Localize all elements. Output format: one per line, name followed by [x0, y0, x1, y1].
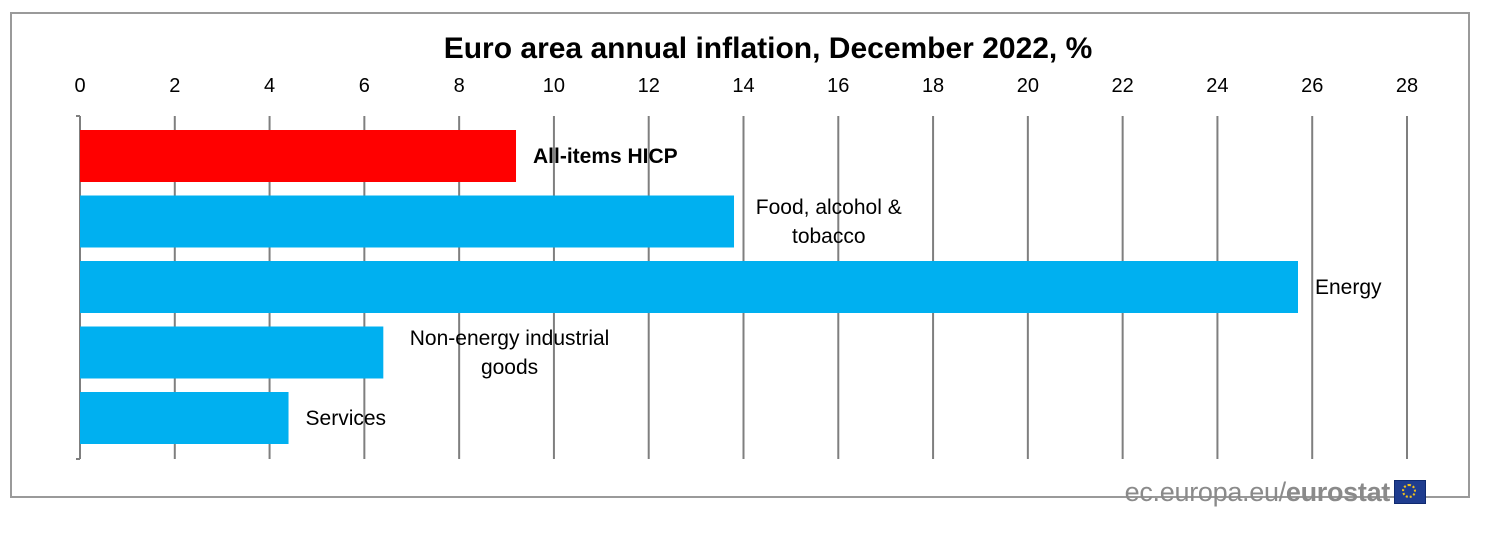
x-tick-label: 10: [543, 75, 565, 97]
x-tick-label: 2: [169, 75, 180, 97]
bars: [80, 130, 1298, 444]
x-tick-label: 28: [1396, 75, 1418, 97]
bar-labels: All-items HICP Food, alcohol & tobacco Ener…: [306, 145, 1383, 430]
source-url: ec.europa.eu/: [1124, 476, 1287, 507]
source-footer: ec.europa.eu/eurostat: [1125, 475, 1426, 509]
bar-label: Non-energy industrial: [410, 327, 610, 350]
x-tick-label: 6: [359, 75, 370, 97]
chart-title: Euro area annual inflation, December 202…: [444, 32, 1093, 65]
x-tick-label: 12: [638, 75, 660, 97]
bar-label: goods: [481, 356, 538, 379]
x-tick-label: 14: [732, 75, 754, 97]
eu-flag-icon: [1394, 480, 1426, 504]
bar-label: tobacco: [792, 225, 866, 248]
source-text: ec.europa.eu/eurostat: [1124, 476, 1391, 508]
x-tick-label: 4: [264, 75, 275, 97]
x-tick-label: 20: [1017, 75, 1039, 97]
x-axis-ticks: 0 2 4 6 8 10 12 14 16 18 20 22 24 26 28: [74, 75, 1418, 97]
bar: [80, 195, 735, 248]
x-tick-label: 16: [827, 75, 849, 97]
bar: [80, 392, 289, 444]
bar-label: Energy: [1315, 276, 1382, 299]
x-tick-label: 0: [74, 75, 85, 97]
bar: [80, 326, 384, 379]
bar-label: Food, alcohol &: [756, 196, 902, 219]
x-tick-label: 18: [922, 75, 944, 97]
bar-label: Services: [306, 407, 387, 430]
bar: [80, 130, 517, 182]
x-tick-label: 24: [1206, 75, 1228, 97]
bar: [80, 261, 1298, 313]
bar-label: All-items HICP: [533, 145, 678, 168]
chart-frame: Euro area annual inflation, December 202…: [10, 12, 1470, 507]
x-tick-label: 8: [454, 75, 465, 97]
x-tick-label: 26: [1301, 75, 1323, 97]
eurostat-brand: eurostat: [1285, 476, 1390, 507]
x-tick-label: 22: [1112, 75, 1134, 97]
bar-chart: Euro area annual inflation, December 202…: [74, 32, 1418, 460]
